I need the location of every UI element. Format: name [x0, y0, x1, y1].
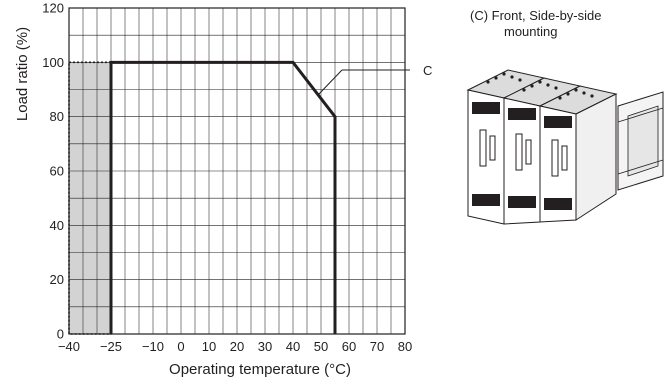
y-tick-label: 120 [42, 1, 64, 16]
x-tick-labels: −40 −25 −10 0 10 20 30 40 50 60 70 80 [58, 339, 412, 354]
module-3 [538, 85, 618, 223]
x-tick-label: 0 [177, 339, 184, 354]
x-tick-label: 50 [314, 339, 328, 354]
side-by-side-mounting-illustration [466, 69, 664, 225]
x-tick-label: 20 [230, 339, 244, 354]
x-tick-label: −25 [100, 339, 122, 354]
y-tick-label: 20 [50, 272, 64, 287]
caption-line-1: (C) Front, Side-by-side [470, 8, 602, 23]
x-tick-label: 80 [398, 339, 412, 354]
x-tick-label: 60 [342, 339, 356, 354]
x-axis-title: Operating temperature (°C) [169, 361, 351, 378]
x-tick-label: 30 [258, 339, 272, 354]
y-tick-label: 40 [50, 218, 64, 233]
y-tick-label: 60 [50, 164, 64, 179]
din-rail [617, 91, 664, 191]
series-c-leader-line [317, 69, 343, 96]
x-tick-label: −40 [58, 339, 80, 354]
series-c-label: C [423, 63, 432, 78]
x-tick-label: −10 [142, 339, 164, 354]
x-tick-label: 70 [370, 339, 384, 354]
chart-grid [69, 8, 405, 334]
y-tick-label: 80 [50, 109, 64, 124]
y-tick-labels: 0 20 40 60 80 100 120 [42, 1, 64, 342]
series-group [109, 60, 337, 334]
x-tick-label: 10 [202, 339, 216, 354]
plot-frame [68, 7, 406, 335]
x-tick-label: 40 [286, 339, 300, 354]
y-tick-label: 0 [57, 327, 64, 342]
terminal-blocks [486, 72, 594, 100]
series-line-c [109, 60, 337, 334]
y-tick-label: 100 [42, 55, 64, 70]
caption-line-2: mounting [504, 24, 558, 39]
mounting-caption: (C) Front, Side-by-side mounting [470, 8, 669, 40]
y-axis-title: Load ratio (%) [14, 27, 31, 121]
